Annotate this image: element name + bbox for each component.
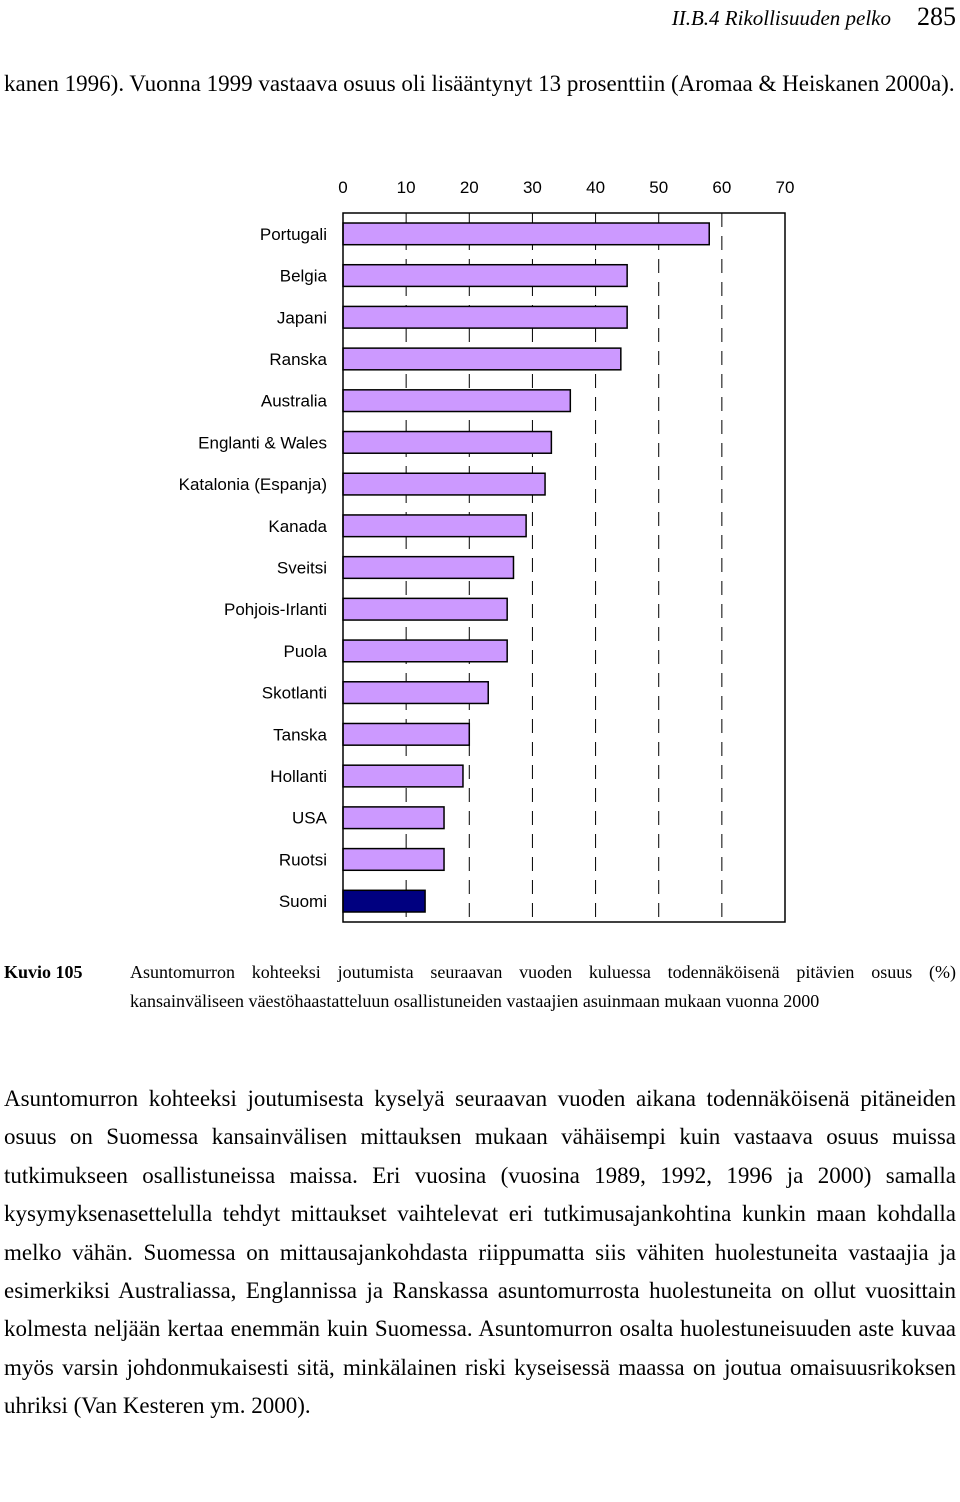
- category-label: Hollanti: [270, 767, 327, 786]
- bar-puola: [342, 639, 508, 663]
- x-tick-label: 30: [523, 178, 542, 197]
- running-header: II.B.4 Rikollisuuden pelko 285: [672, 2, 956, 32]
- category-label: Skotlanti: [262, 684, 327, 703]
- category-label: USA: [292, 809, 328, 828]
- plot-frame: [342, 212, 786, 923]
- bar-ruotsi: [342, 847, 445, 872]
- intro-paragraph: kanen 1996). Vuonna 1999 vastaava osuus …: [4, 71, 955, 96]
- category-label: Belgia: [280, 267, 328, 286]
- body-paragraph: Asuntomurron kohteeksi joutumisesta kyse…: [4, 1086, 956, 1419]
- category-label: Kanada: [268, 517, 327, 536]
- caption-text: Asuntomurron kohteeksi joutumista seuraa…: [130, 962, 956, 1011]
- bar-skotlanti: [342, 681, 489, 705]
- x-tick-label: 60: [712, 178, 731, 197]
- category-label: Pohjois-Irlanti: [224, 600, 327, 619]
- category-label: Ruotsi: [279, 850, 327, 869]
- bar-australia: [342, 389, 572, 413]
- x-tick-label: 20: [460, 178, 479, 197]
- category-label: Katalonia (Espanja): [179, 475, 327, 494]
- x-tick-label: 50: [649, 178, 668, 197]
- bar-portugali: [342, 222, 710, 246]
- category-label: Englanti & Wales: [198, 433, 327, 452]
- running-header-section: II.B.4 Rikollisuuden pelko: [671, 6, 891, 30]
- bar-belgia: [342, 263, 628, 288]
- category-label: Puola: [284, 642, 328, 661]
- bar-sveitsi: [342, 555, 515, 580]
- x-tick-label: 70: [776, 178, 795, 197]
- bar-hollanti: [342, 764, 464, 788]
- bar-katalonia-espanja: [342, 472, 546, 496]
- x-tick-label: 40: [586, 178, 605, 197]
- category-label: Suomi: [279, 892, 327, 911]
- category-label: Sveitsi: [277, 559, 327, 578]
- category-label: Australia: [261, 392, 328, 411]
- bar-kanada: [342, 514, 527, 538]
- category-labels: Portugali Belgia Japani Ranska Australia Engl…: [179, 225, 328, 911]
- bar-pohjois-irlanti: [342, 597, 508, 621]
- bar-suomi: [342, 889, 426, 913]
- category-label: Ranska: [269, 350, 327, 369]
- bar-japani: [342, 305, 628, 329]
- bar-englanti-wales: [342, 430, 553, 454]
- x-axis-ticks: 0 10 20 30 40 50 60 70: [338, 178, 794, 197]
- bar-ranska: [342, 347, 622, 371]
- bar-tanska: [342, 722, 471, 746]
- category-label: Tanska: [273, 725, 327, 744]
- bars: [342, 222, 710, 913]
- bar-chart: 0 10 20 30 40 50 60 70 Portugali Belgia Japani Ran…: [179, 178, 794, 923]
- bar-usa: [342, 806, 445, 830]
- x-tick-label: 10: [397, 178, 416, 197]
- page-number: 285: [917, 2, 956, 31]
- figure-caption: Kuvio 105 Asuntomurron kohteeksi joutumi…: [4, 958, 956, 1016]
- x-tick-label: 0: [338, 178, 347, 197]
- category-label: Portugali: [260, 225, 327, 244]
- caption-label: Kuvio 105: [4, 962, 83, 982]
- category-label: Japani: [277, 308, 327, 327]
